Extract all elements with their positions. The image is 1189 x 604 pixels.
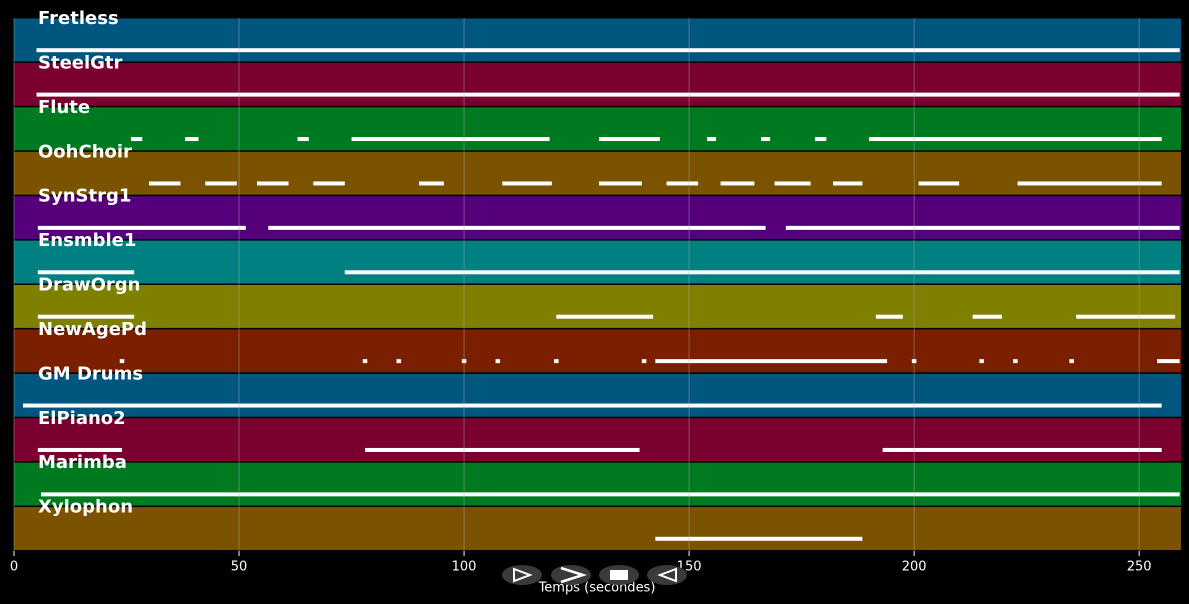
note-segment (554, 359, 559, 364)
track-lane (14, 18, 1181, 62)
track-name: Ensmble1 (38, 230, 136, 251)
note-segment (257, 181, 289, 186)
track-lane (14, 373, 1181, 417)
note-segment (131, 137, 143, 142)
note-segment (655, 536, 863, 541)
note-segment (882, 447, 1162, 452)
note-segment (869, 137, 1162, 142)
track-lane (14, 107, 1181, 151)
x-axis-label: Temps (secondes) (538, 581, 656, 596)
note-segment (461, 359, 467, 364)
note-segment (37, 314, 135, 319)
x-tick-label: 250 (1127, 560, 1152, 575)
track-lane (14, 329, 1181, 373)
track-lane (14, 240, 1181, 284)
note-segment (655, 359, 888, 364)
note-segment (1157, 359, 1180, 364)
note-segment (351, 137, 550, 142)
note-segment (23, 403, 1162, 408)
note-segment (36, 48, 1180, 53)
play-button[interactable] (502, 565, 542, 585)
x-tick-label: 50 (231, 560, 248, 575)
note-segment (599, 181, 642, 186)
note-segment (761, 137, 771, 142)
track-lane (14, 285, 1181, 328)
forward-button[interactable] (551, 565, 591, 585)
track-name: DrawOrgn (38, 275, 140, 296)
note-segment (119, 359, 125, 364)
track-name: Fretless (38, 8, 119, 29)
track-name: Xylophon (38, 497, 133, 518)
note-segment (502, 181, 552, 186)
note-segment (599, 137, 660, 142)
track-name: OohChoir (38, 141, 132, 162)
note-segment (641, 359, 647, 364)
track-name: NewAgePd (38, 319, 147, 340)
note-segment (815, 137, 827, 142)
x-tick-label: 200 (902, 560, 927, 575)
track-name: ElPiano2 (38, 408, 126, 429)
note-segment (495, 359, 501, 364)
track-lane (14, 418, 1181, 462)
back-button[interactable] (647, 565, 687, 585)
note-segment (365, 447, 640, 452)
track-lane (14, 507, 1181, 550)
stop-button[interactable] (599, 565, 639, 585)
note-segment (979, 359, 984, 364)
note-segment (918, 181, 960, 186)
note-segment (36, 92, 1180, 97)
note-segment (707, 137, 717, 142)
track-name: SteelGtr (38, 52, 123, 73)
note-segment (149, 181, 181, 186)
track-name: SynStrg1 (38, 186, 131, 207)
playback-controls (502, 565, 687, 585)
note-segment (419, 181, 444, 186)
note-segment (666, 181, 699, 186)
track-name: Flute (38, 97, 90, 118)
note-segment (1013, 359, 1018, 364)
note-segment (972, 314, 1002, 319)
note-segment (37, 447, 123, 452)
note-segment (1017, 181, 1162, 186)
note-segment (268, 225, 766, 230)
track-lane (14, 462, 1181, 506)
track-lane (14, 151, 1181, 195)
note-segment (785, 225, 1180, 230)
track-name: GM Drums (38, 363, 143, 384)
note-segment (362, 359, 368, 364)
note-segment (205, 181, 237, 186)
note-segment (185, 137, 199, 142)
note-segment (774, 181, 811, 186)
note-segment (396, 359, 402, 364)
track-lane (14, 62, 1181, 106)
note-segment (1076, 314, 1176, 319)
x-tick-label: 0 (10, 560, 18, 575)
note-segment (833, 181, 863, 186)
note-segment (41, 492, 1180, 497)
note-segment (37, 225, 246, 230)
x-tick-label: 100 (452, 560, 477, 575)
note-segment (297, 137, 309, 142)
track-name: Marimba (38, 452, 127, 473)
note-segment (911, 359, 917, 364)
track-lane (14, 196, 1181, 240)
note-segment (556, 314, 654, 319)
note-segment (1069, 359, 1074, 364)
note-segment (313, 181, 345, 186)
note-segment (875, 314, 903, 319)
note-segment (720, 181, 755, 186)
note-segment (344, 270, 1180, 275)
note-segment (37, 270, 135, 275)
